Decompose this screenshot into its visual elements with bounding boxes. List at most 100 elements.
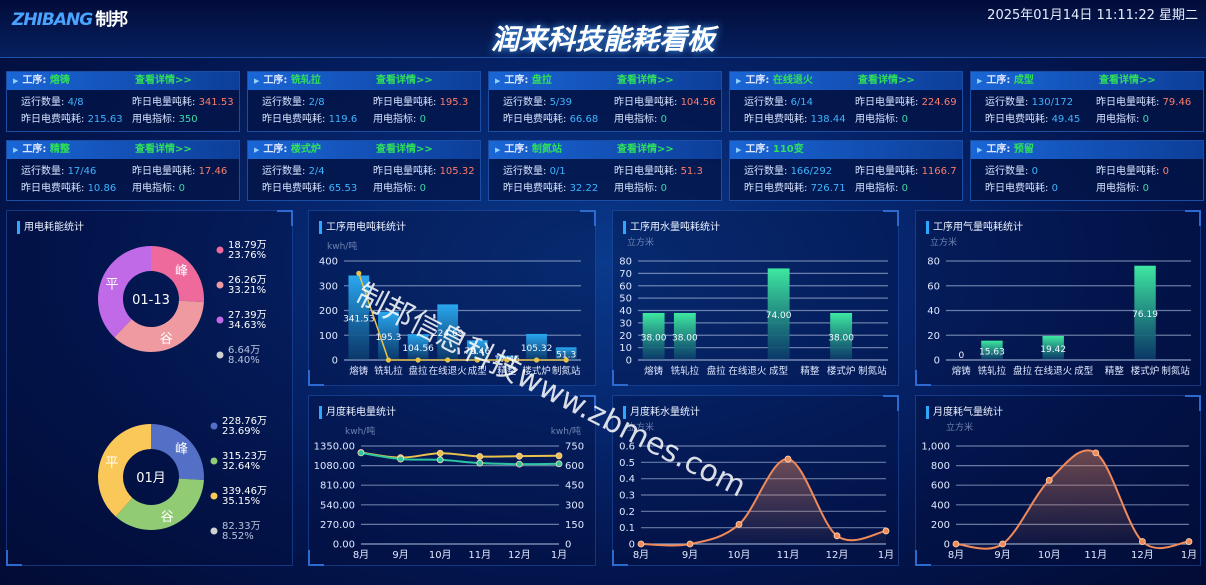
y-tick-label: 0 — [332, 356, 338, 367]
donut-slice — [98, 424, 151, 517]
y-tick-label: 60 — [927, 281, 940, 292]
run-row: 运行数量: 130/172 — [985, 93, 1073, 108]
y-tick-label: 270.00 — [320, 520, 355, 531]
y-tick-label: 400 — [319, 257, 338, 268]
y-tick-label: 0 — [565, 540, 571, 551]
line-point — [385, 357, 392, 363]
index-label: 用电指标: — [373, 183, 420, 194]
index-row: 用电指标: 350 — [132, 110, 198, 125]
y-tick-label: 100 — [319, 331, 338, 342]
panel-title: 用电耗能统计 — [17, 221, 84, 234]
process-card: ▶ 工序: 铣轧拉 查看详情>> 运行数量: 2/8 昨日电量吨耗: 195.3 昨日电费… — [247, 71, 481, 132]
index-label: 用电指标: — [614, 183, 661, 194]
x-tick-label: 9月 — [682, 549, 698, 561]
card-header: ▶ 工序: 楼式炉 查看详情>> — [248, 141, 480, 159]
index-value: 0 — [901, 183, 908, 194]
view-details-button[interactable]: 查看详情>> — [376, 144, 433, 155]
unit-label: 立方米 — [627, 238, 655, 248]
y-tick-label: 800 — [931, 461, 950, 472]
view-details-button[interactable]: 查看详情>> — [617, 75, 674, 86]
line-point — [563, 357, 569, 363]
run-label: 运行数量: — [21, 166, 68, 177]
index-row: 用电指标: 0 — [1096, 110, 1149, 125]
process-name: 预留 — [1013, 144, 1034, 155]
bar-value-label: 79.46 — [464, 347, 490, 357]
bar-value-label: 341.53 — [343, 315, 375, 325]
fee-value: 10.86 — [87, 183, 117, 194]
process-card: ▶ 工序: 制氮站 查看详情>> 运行数量: 0/1 昨日电量吨耗: 51.3 昨日电费吨… — [488, 140, 722, 201]
elec-value: 79.46 — [1162, 97, 1192, 108]
view-details-button[interactable]: 查看详情>> — [135, 144, 192, 155]
legend-value: 315.23万 — [222, 451, 267, 462]
card-header: ▶ 工序: 铣轧拉 查看详情>> — [248, 72, 480, 90]
legend-dot — [216, 351, 224, 359]
data-point — [1045, 476, 1053, 484]
index-label: 用电指标: — [614, 114, 661, 125]
bar-value-label: 105.32 — [521, 344, 553, 354]
fee-label: 昨日电费吨耗: — [21, 114, 88, 125]
x-tick-label: 8月 — [353, 549, 369, 561]
logo-cn: 制邦 — [95, 10, 128, 30]
data-point — [555, 460, 563, 468]
fee-label: 昨日电费吨耗: — [503, 114, 570, 125]
legend-percent: 8.52% — [222, 531, 254, 542]
bar — [526, 333, 547, 360]
run-row: 运行数量: 6/14 — [744, 93, 813, 108]
y-tick-label: 10 — [619, 343, 632, 354]
y-tick-label: 600 — [565, 461, 584, 472]
view-details-button[interactable]: 查看详情>> — [135, 75, 192, 86]
series-line — [360, 451, 560, 466]
process-gas-panel: 工序用气量吨耗统计 立方米 0 20 40 60 80 熔铸 0 铣轧拉 15.63 盘拉 在线退火… — [915, 210, 1201, 386]
y-tick-label: 300 — [319, 281, 338, 292]
bar-value-label: 38.00 — [672, 333, 698, 343]
data-point — [784, 455, 792, 463]
y-tick-label: 0.6 — [619, 442, 635, 453]
legend-dot — [216, 316, 224, 324]
fee-row: 昨日电费吨耗: 726.71 — [744, 179, 846, 194]
x-tick-label: 铣轧拉 — [978, 365, 1007, 377]
run-label: 运行数量: — [744, 97, 791, 108]
fee-value: 215.63 — [87, 114, 123, 125]
process-card: ▶ 工序: 110变 运行数量: 166/292 昨日电量吨耗: 1166.7 昨日电费… — [729, 140, 963, 201]
fee-label: 昨日电费吨耗: — [985, 183, 1052, 194]
x-tick-label: 精整 — [1105, 365, 1125, 377]
x-tick-label: 11月 — [1084, 549, 1107, 561]
fee-row: 昨日电费吨耗: 0 — [985, 179, 1058, 194]
slice-label: 谷 — [161, 510, 174, 525]
fee-label: 昨日电费吨耗: — [744, 183, 811, 194]
run-value: 17/46 — [67, 166, 97, 177]
fee-value: 119.6 — [328, 114, 358, 125]
legend-value: 82.33万 — [222, 521, 261, 532]
x-tick-label: 熔铸 — [644, 365, 664, 377]
donut-center-label: 01-13 — [132, 293, 170, 308]
line-point — [533, 357, 540, 363]
run-row: 运行数量: 17/46 — [21, 162, 96, 177]
process-card: ▶ 工序: 楼式炉 查看详情>> 运行数量: 2/4 昨日电量吨耗: 105.32 昨日电… — [247, 140, 481, 201]
view-details-button[interactable]: 查看详情>> — [1099, 75, 1156, 86]
card-header: ▶ 工序: 在线退火 查看详情>> — [730, 72, 962, 90]
line-point — [504, 357, 510, 363]
run-label: 运行数量: — [744, 166, 791, 177]
bar-value-label: 19.42 — [1040, 345, 1066, 355]
bar-value-label: 76.19 — [1132, 310, 1158, 320]
run-row: 运行数量: 4/8 — [21, 93, 84, 108]
data-point — [1138, 538, 1146, 545]
legend-dot — [210, 457, 218, 465]
view-details-button[interactable]: 查看详情>> — [617, 144, 674, 155]
caret-right-icon: ▶ — [495, 77, 501, 85]
card-header: ▶ 工序: 制氮站 查看详情>> — [489, 141, 721, 159]
process-card: ▶ 工序: 在线退火 查看详情>> 运行数量: 6/14 昨日电量吨耗: 224.69 昨… — [729, 71, 963, 132]
view-details-button[interactable]: 查看详情>> — [858, 75, 915, 86]
bar — [437, 304, 459, 360]
run-label: 运行数量: — [262, 97, 309, 108]
donut-slice — [114, 300, 204, 352]
process-card: ▶ 工序: 熔铸 查看详情>> 运行数量: 4/8 昨日电量吨耗: 341.53 昨日电费… — [6, 71, 240, 132]
process-name: 熔铸 — [49, 75, 70, 86]
x-tick-label: 9月 — [392, 549, 408, 561]
unit-label: 立方米 — [627, 423, 655, 433]
view-details-button[interactable]: 查看详情>> — [376, 75, 433, 86]
process-label: 工序: — [745, 144, 773, 155]
x-tick-label: 精整 — [497, 365, 517, 377]
